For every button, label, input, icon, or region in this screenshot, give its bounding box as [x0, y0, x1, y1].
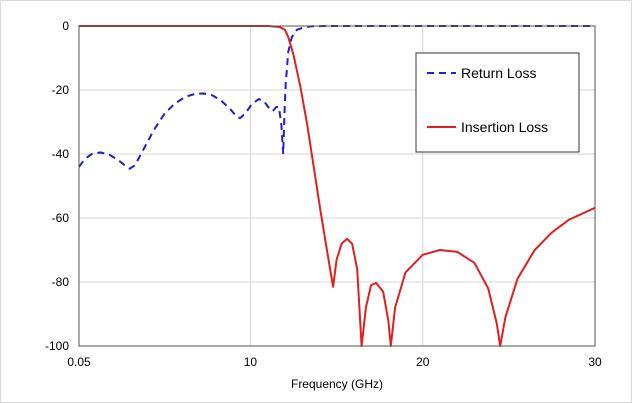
y-tick-label: -100 — [45, 339, 69, 353]
x-tick-label: 20 — [416, 355, 430, 369]
plot-border — [78, 25, 596, 347]
legend-label-return-loss: Return Loss — [461, 65, 536, 81]
x-tick-label: 30 — [588, 355, 602, 369]
x-tick-label: 10 — [244, 355, 258, 369]
legend: Return Loss Insertion Loss — [415, 52, 580, 153]
y-tick-label: -20 — [52, 83, 70, 97]
x-axis-title: Frequency (GHz) — [291, 377, 383, 391]
series-line-return-loss — [78, 25, 595, 170]
y-tick-label: -60 — [52, 211, 70, 225]
legend-box — [415, 52, 580, 153]
x-tick-label: 0.05 — [67, 355, 91, 369]
y-tick-label: -80 — [52, 275, 70, 289]
tick-labels: 0 -20 -40 -60 -80 -100 0.05 10 20 30 — [45, 19, 602, 369]
y-tick-label: 0 — [62, 19, 69, 33]
legend-label-insertion-loss: Insertion Loss — [461, 119, 548, 135]
series-lines — [78, 25, 596, 347]
series-line-insertion-loss — [79, 25, 596, 347]
y-tick-label: -40 — [52, 147, 70, 161]
